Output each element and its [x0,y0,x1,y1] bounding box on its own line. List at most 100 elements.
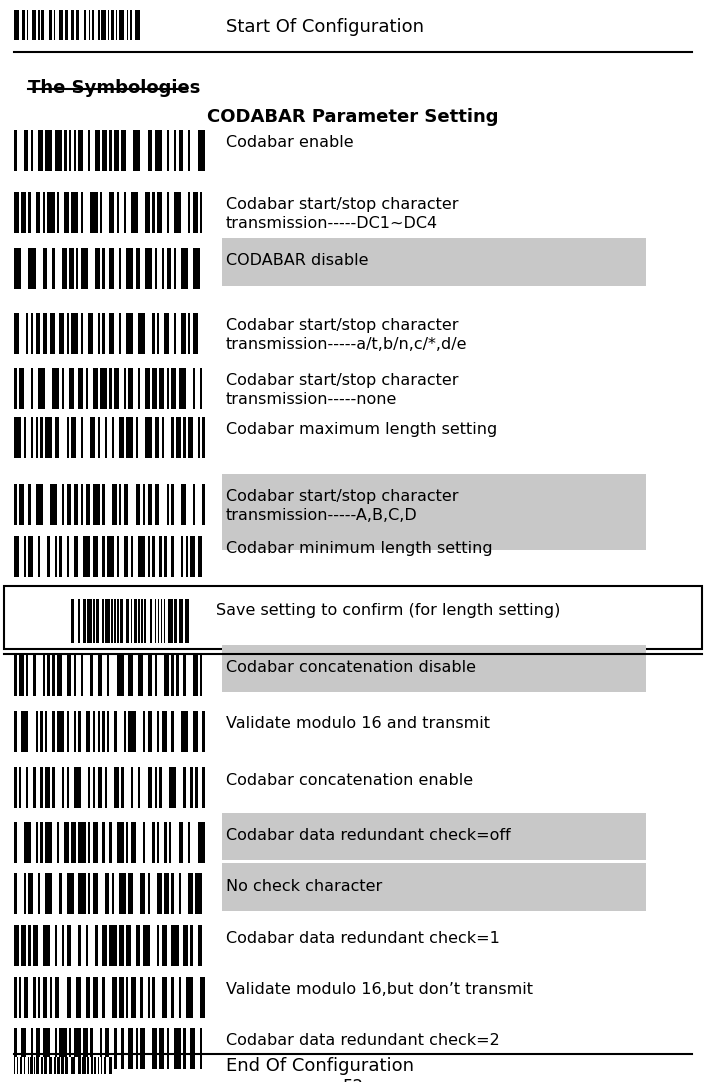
Bar [152,313,155,354]
Bar [102,977,104,1018]
Text: Codabar concatenation enable: Codabar concatenation enable [226,773,473,788]
Bar [152,822,155,863]
Bar [14,711,205,752]
Bar [109,822,112,863]
Bar [90,1028,92,1069]
Bar [128,655,133,696]
Bar [136,925,140,966]
Bar [27,10,28,40]
Bar [222,238,646,286]
Bar [49,10,52,40]
Bar [19,368,24,409]
Bar [52,248,54,289]
Bar [30,1057,32,1074]
Bar [35,484,43,525]
Bar [28,536,33,577]
Bar [21,192,26,233]
Bar [200,655,203,696]
Bar [195,873,203,914]
Bar [193,248,200,289]
Text: Codabar start/stop character
transmission-----DC1~DC4: Codabar start/stop character transmissio… [226,197,458,230]
Bar [200,1028,203,1069]
Bar [184,417,186,458]
Bar [140,1028,145,1069]
Text: Validate modulo 16,but don’t transmit: Validate modulo 16,but don’t transmit [226,982,533,998]
Bar [148,711,152,752]
Bar [73,767,81,808]
Bar [169,822,172,863]
Bar [100,368,107,409]
Bar [162,925,167,966]
Bar [61,1057,64,1074]
Bar [82,1057,86,1074]
Bar [193,484,195,525]
Bar [102,130,107,171]
Bar [64,822,69,863]
Bar [157,873,162,914]
Bar [47,655,50,696]
Bar [31,1028,33,1069]
Bar [172,925,179,966]
Bar [65,1057,68,1074]
Bar [14,925,205,966]
Bar [83,536,90,577]
Bar [69,1028,71,1069]
Bar [78,599,80,643]
Bar [64,130,66,171]
Bar [128,1028,133,1069]
Bar [128,873,133,914]
Bar [119,248,121,289]
Bar [124,711,126,752]
Bar [43,313,47,354]
Bar [126,925,131,966]
Bar [59,536,62,577]
Bar [116,822,124,863]
Bar [160,536,162,577]
Bar [54,1057,56,1074]
Bar [50,484,57,525]
Bar [78,925,81,966]
Bar [162,711,167,752]
Bar [45,417,52,458]
Bar [57,655,62,696]
Bar [87,1057,90,1074]
Bar [81,655,83,696]
Bar [102,536,104,577]
Bar [128,368,133,409]
Bar [124,484,128,525]
Bar [114,130,119,171]
Bar [107,655,109,696]
Bar [28,873,33,914]
Bar [78,711,81,752]
Bar [78,873,85,914]
Bar [107,536,114,577]
Bar [38,977,40,1018]
Bar [164,822,167,863]
Bar [90,192,97,233]
Bar [71,599,73,643]
Bar [152,192,155,233]
Bar [66,655,71,696]
Bar [160,599,162,643]
Bar [200,368,203,409]
Bar [179,599,183,643]
Bar [102,822,104,863]
Bar [14,10,19,40]
Bar [21,1028,26,1069]
Bar [191,536,195,577]
Bar [131,977,136,1018]
Bar [157,711,160,752]
Bar [69,248,73,289]
Text: Start Of Configuration: Start Of Configuration [226,18,424,36]
Bar [14,655,205,696]
Bar [14,130,205,171]
Bar [71,822,76,863]
Bar [57,192,59,233]
Bar [85,484,90,525]
Bar [164,536,167,577]
Bar [131,599,132,643]
Bar [121,130,126,171]
Bar [26,767,28,808]
Bar [116,655,124,696]
Bar [26,313,28,354]
